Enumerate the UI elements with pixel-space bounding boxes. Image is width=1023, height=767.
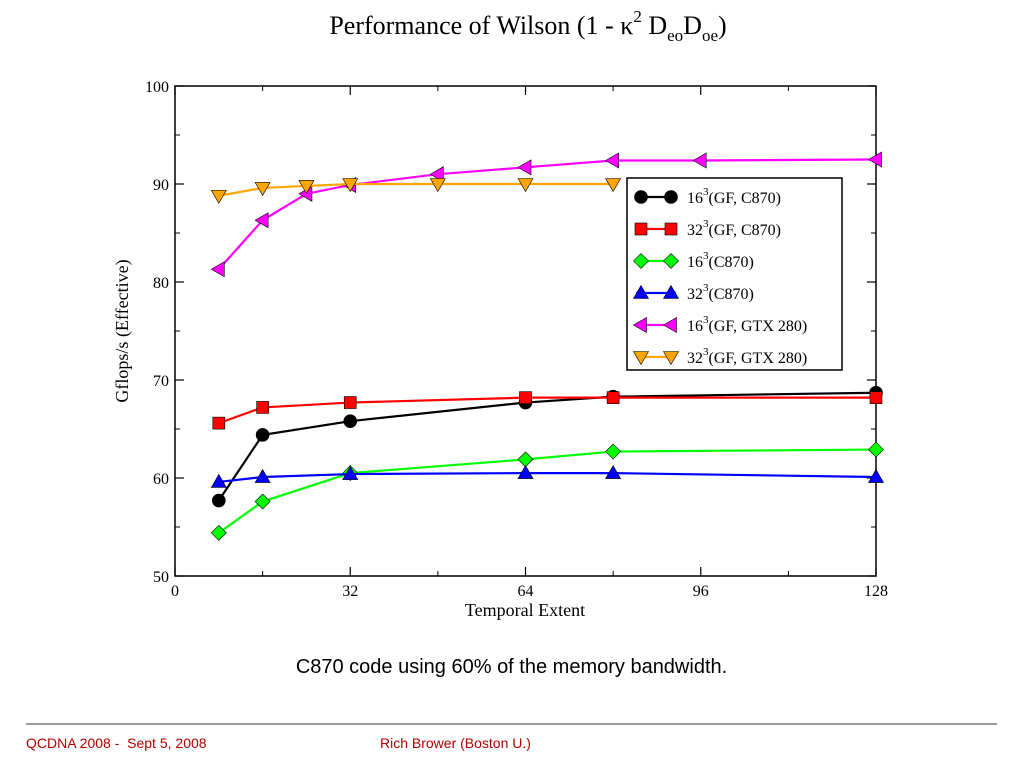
data-point [517,464,534,479]
axes: 0 32 64 96 128 50 60 70 80 90 100 [145,79,888,600]
data-point [605,178,622,193]
y-axis-label: Gflops/s (Effective) [112,259,133,402]
legend-entry: 163(C870) [633,250,754,271]
series-line [218,396,876,425]
data-point [298,180,315,195]
data-point [606,391,620,404]
x-axis-label: Temporal Extent [465,600,585,620]
footer-author: Rich Brower (Boston U.) [380,735,531,751]
y-tick-label: 60 [153,471,169,488]
x-tick-label: 0 [171,583,179,600]
legend-box [626,177,843,371]
legend-marker [664,190,678,204]
legend-marker [632,351,650,366]
data-point [605,152,619,169]
data-point [429,166,444,183]
slide-caption: C870 code using 60% of the memory bandwi… [295,656,728,678]
data-point [212,493,226,508]
data-point [519,391,532,404]
legend-entry: 323(GF, C870) [634,218,781,239]
data-point [254,182,271,197]
legend-marker [634,222,648,236]
legend-label: 323(GF, GTX 280) [687,346,807,367]
series-2 [212,391,883,430]
legend-marker [662,316,677,334]
footer-divider [26,723,997,725]
legend-marker [634,190,648,204]
data-point [342,465,359,480]
x-tick-label: 128 [864,583,888,600]
series-6 [210,178,622,204]
x-tick-label: 96 [693,583,709,600]
legend-entry: 323(GF, GTX 280) [632,346,807,367]
data-point [342,178,359,193]
legend-marker [632,284,650,299]
series-4 [210,464,885,488]
data-point [343,396,357,409]
data-point [254,468,271,483]
y-tick-label: 50 [153,569,169,586]
legend: 163(GF, C870) 323(GF, C870) 163(C870) 323(C… [626,177,843,371]
data-point [869,391,883,404]
data-point [210,524,227,541]
legend-label: 323(GF, C870) [687,218,781,239]
data-point [254,493,271,510]
series-line [218,472,877,484]
data-point [210,473,227,488]
data-point [867,468,885,483]
data-point [210,261,225,278]
legend-marker [663,253,679,269]
legend-marker [664,222,678,236]
data-point [343,414,358,428]
data-point [210,189,227,204]
legend-entry: 323(C870) [632,282,754,303]
legend-marker [662,284,680,299]
data-point [517,159,532,176]
legend-label: 163(C870) [687,250,754,271]
y-tick-label: 90 [153,177,169,194]
data-point [254,212,269,229]
y-tick-label: 80 [153,275,169,292]
legend-marker [632,316,647,334]
y-tick-label: 100 [145,79,169,96]
data-point [429,178,446,193]
data-point [212,416,226,430]
series-line [218,182,614,197]
footer-date: QCDNA 2008 - Sept 5, 2008 [26,735,207,751]
legend-entry: 163(GF, C870) [634,186,781,207]
legend-marker [662,351,680,366]
data-point [255,428,270,442]
data-point [517,451,534,468]
y-tick-label: 70 [153,373,169,390]
legend-label: 323(C870) [687,282,754,303]
data-point [692,152,707,169]
legend-marker [633,253,649,269]
chart-title: Performance of Wilson (1 - κ2 DeoDoe) [329,7,726,45]
x-tick-label: 64 [518,583,534,600]
legend-entry: 163(GF, GTX 280) [632,314,807,335]
data-point [868,441,884,458]
legend-label: 163(GF, C870) [687,186,781,207]
series-3 [210,441,884,541]
legend-label: 163(GF, GTX 280) [687,314,807,335]
data-point [256,401,269,414]
series-line [217,391,877,502]
data-point [605,443,622,460]
data-point [517,178,534,193]
data-point [605,464,622,479]
x-tick-label: 32 [342,583,358,600]
series-line [218,448,877,534]
data-point [867,151,882,168]
series-layer [210,151,885,541]
